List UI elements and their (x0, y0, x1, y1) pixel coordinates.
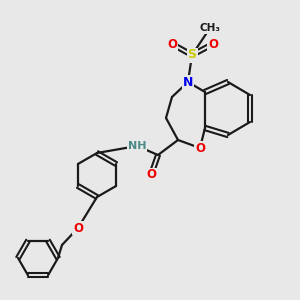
Text: O: O (73, 221, 83, 235)
Text: NH: NH (128, 141, 146, 151)
Text: O: O (208, 38, 218, 50)
Text: O: O (146, 169, 156, 182)
Text: S: S (188, 49, 196, 62)
Text: O: O (167, 38, 177, 50)
Text: N: N (183, 76, 193, 88)
Text: O: O (195, 142, 205, 154)
Text: CH₃: CH₃ (200, 23, 220, 33)
